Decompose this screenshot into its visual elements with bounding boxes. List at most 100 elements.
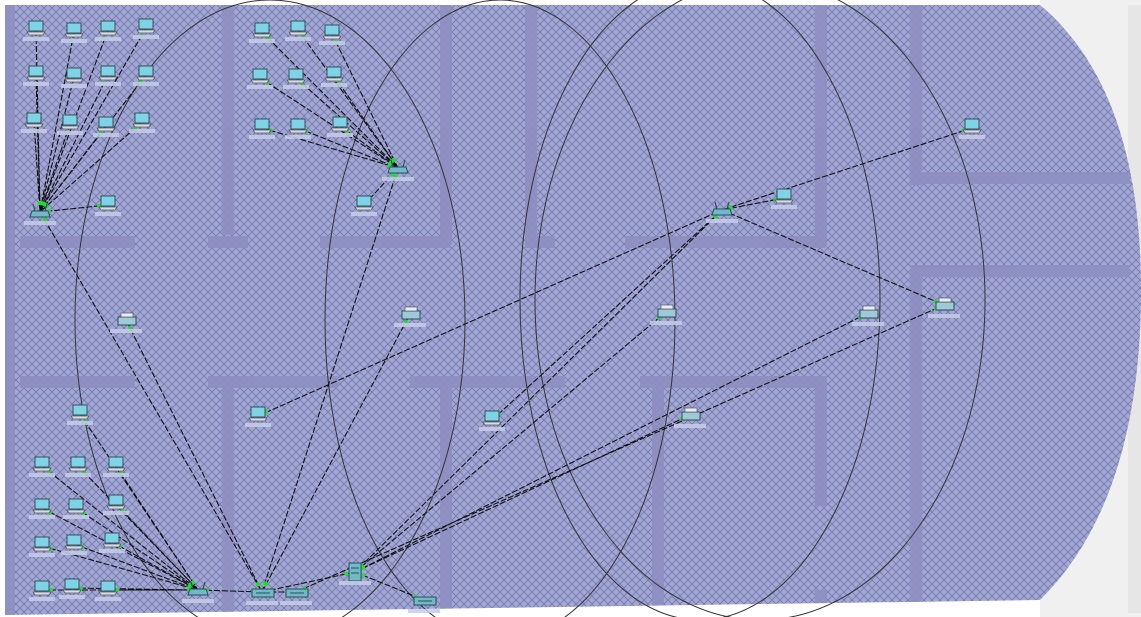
laptop-icon[interactable] (285, 118, 311, 139)
laptop-icon[interactable] (65, 456, 91, 477)
wireless-link (35, 74, 41, 213)
laptop-icon[interactable] (61, 67, 87, 88)
printer-icon[interactable] (852, 305, 884, 326)
wireless-link (41, 465, 199, 591)
laptop-icon[interactable] (133, 65, 159, 86)
switch-icon[interactable] (408, 596, 440, 613)
printer-icon[interactable] (110, 312, 142, 333)
wireless-link (33, 121, 41, 213)
laptop-icon[interactable] (63, 498, 89, 519)
laptop-icon[interactable] (99, 532, 125, 553)
wireless-router-icon[interactable] (382, 159, 414, 181)
laptop-icon[interactable] (93, 116, 119, 137)
laptop-icon[interactable] (95, 20, 121, 41)
laptop-icon[interactable] (319, 24, 345, 45)
laptop-icon[interactable] (29, 456, 55, 477)
wireless-link (331, 33, 399, 169)
laptop-icon[interactable] (29, 580, 55, 601)
switch-icon[interactable] (280, 588, 312, 605)
wired-link (261, 167, 399, 593)
laptop-icon[interactable] (249, 118, 275, 139)
switch-icon[interactable] (246, 588, 278, 605)
laptop-icon[interactable] (95, 65, 121, 86)
wireless-link (77, 465, 199, 591)
port-led (389, 172, 394, 177)
laptop-icon[interactable] (57, 114, 83, 135)
wireless-link (39, 123, 71, 213)
wireless-link (257, 209, 723, 417)
wireless-link (297, 127, 399, 169)
wireless-link (491, 209, 723, 421)
wireless-router-icon[interactable] (24, 203, 56, 225)
port-led (37, 201, 42, 206)
wireless-link (39, 27, 147, 213)
laptop-icon[interactable] (103, 456, 129, 477)
port-led (344, 571, 349, 576)
laptop-icon[interactable] (29, 536, 55, 557)
port-led (264, 582, 269, 587)
laptop-icon[interactable] (103, 494, 129, 515)
laptop-icon[interactable] (351, 195, 377, 216)
laptop-icon[interactable] (283, 68, 309, 89)
wireless-router-icon[interactable] (706, 201, 738, 223)
wireless-link (39, 204, 109, 213)
wired-link (354, 311, 667, 573)
laptop-icon[interactable] (61, 22, 87, 43)
laptop-icon[interactable] (479, 410, 505, 431)
laptop-icon[interactable] (67, 404, 93, 425)
laptop-icon[interactable] (959, 118, 985, 139)
laptop-icon[interactable] (129, 112, 155, 133)
laptop-icon[interactable] (245, 406, 271, 427)
wired-link (125, 319, 263, 593)
port-led (42, 217, 47, 222)
wired-link (354, 571, 425, 601)
wireless-link (39, 125, 107, 213)
floor-plan (5, 5, 1141, 615)
wireless-link (73, 543, 199, 591)
wireless-link (39, 121, 143, 213)
network-devices (21, 18, 985, 613)
laptop-icon[interactable] (327, 116, 353, 137)
laptop-icon[interactable] (249, 22, 275, 43)
wireless-link (39, 74, 147, 213)
laptop-icon[interactable] (321, 66, 347, 87)
wired-link (261, 313, 411, 593)
port-led (49, 588, 53, 592)
wireless-link (39, 74, 109, 213)
laptop-icon[interactable] (61, 534, 87, 555)
wireless-link (333, 75, 399, 169)
port-led (78, 586, 83, 591)
wireless-link (39, 76, 75, 213)
port-led (115, 588, 119, 592)
laptop-icon[interactable] (133, 18, 159, 39)
wireless-link (111, 541, 199, 591)
laptop-icon[interactable] (23, 65, 49, 86)
wired-link (295, 304, 945, 593)
wireless-router-icon[interactable] (182, 581, 214, 603)
port-led (403, 319, 408, 324)
laptop-icon[interactable] (95, 580, 121, 601)
laptop-icon[interactable] (59, 578, 85, 599)
laptop-icon[interactable] (285, 20, 311, 41)
coverage-ring (519, 0, 881, 617)
server-icon[interactable] (339, 562, 371, 585)
printer-icon[interactable] (650, 304, 682, 325)
laptop-icon[interactable] (21, 112, 47, 133)
printer-icon[interactable] (928, 297, 960, 318)
printer-icon[interactable] (394, 306, 426, 327)
wireless-link (115, 465, 199, 591)
laptop-icon[interactable] (771, 188, 797, 209)
port-led (361, 566, 366, 571)
wired-link (39, 211, 263, 593)
laptop-icon[interactable] (95, 195, 121, 216)
laptop-icon[interactable] (247, 68, 273, 89)
printer-icon[interactable] (674, 407, 706, 428)
laptop-icon[interactable] (29, 498, 55, 519)
port-led (361, 573, 366, 578)
wireless-link (39, 31, 75, 213)
wireless-link (721, 127, 973, 211)
wired-link (354, 209, 723, 573)
laptop-icon[interactable] (23, 20, 49, 41)
coverage-ring (324, 0, 676, 617)
